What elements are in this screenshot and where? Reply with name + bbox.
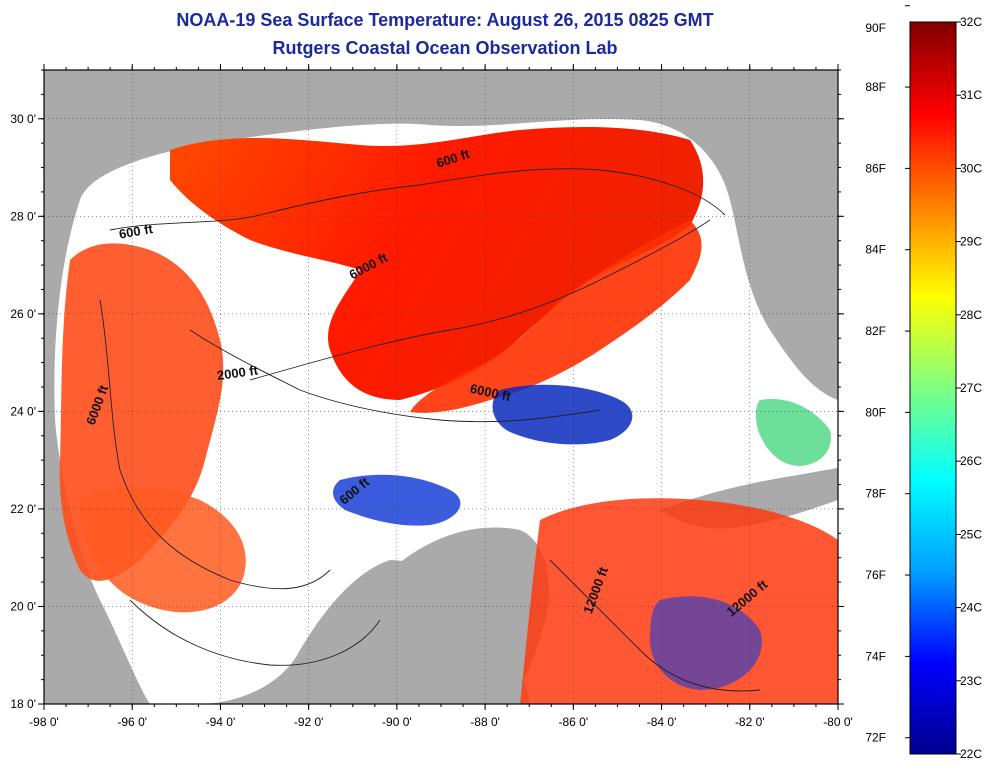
lon-tick-label: -90 0' — [382, 715, 412, 729]
lon-tick-label: -84 0' — [647, 715, 677, 729]
warm-water-north — [170, 127, 704, 401]
green-patch-east — [755, 399, 831, 466]
lat-tick-label: 24 0' — [10, 404, 36, 418]
colorbar-f-label: 80F — [865, 405, 886, 419]
cool-patch-east — [492, 384, 633, 445]
map-subtitle: Rutgers Coastal Ocean Observation Lab — [272, 38, 618, 58]
lat-tick-label: 26 0' — [10, 307, 36, 321]
contour-label: 600 ft — [118, 221, 155, 242]
colorbar-f-label: 74F — [865, 649, 886, 663]
colorbar-f-label: 86F — [865, 161, 886, 175]
lon-tick-label: -96 0' — [117, 715, 147, 729]
contour-2000ft — [189, 329, 601, 423]
lat-tick-label: 20 0' — [10, 599, 36, 613]
lon-tick-label: -94 0' — [206, 715, 236, 729]
colorbar-c-label: 22C — [960, 747, 982, 761]
colorbar-f-label: 84F — [865, 243, 886, 257]
colorbar-f-label: 78F — [865, 487, 886, 501]
yucatan-land — [330, 527, 549, 704]
lat-tick-label: 22 0' — [10, 502, 36, 516]
colorbar-f-label: 90F — [865, 21, 886, 35]
warm-water-tongue — [410, 220, 702, 413]
colorbar-c-label: 28C — [960, 308, 982, 322]
contour-6000ft-east — [249, 219, 711, 381]
lon-tick-label: -80 0' — [823, 715, 853, 729]
colorbar-c-label: 23C — [960, 674, 982, 688]
lon-tick-label: -88 0' — [470, 715, 500, 729]
colorbar-c-label: 26C — [960, 454, 982, 468]
map-grid — [44, 70, 838, 704]
colorbar-c-label: 27C — [960, 381, 982, 395]
colorbar-c-label: 30C — [960, 161, 982, 175]
axis-labels: -98 0' -96 0' -94 0' -92 0' -90 0' -88 0' -86 … — [10, 112, 852, 729]
florida-land — [740, 75, 838, 400]
lon-tick-label: -92 0' — [294, 715, 324, 729]
colorbar-c-label: 25C — [960, 527, 982, 541]
colorbar-c-label: 24C — [960, 601, 982, 615]
map-title: NOAA-19 Sea Surface Temperature: August … — [176, 10, 714, 30]
colorbar-f-label: 82F — [865, 324, 886, 338]
lon-tick-label: -98 0' — [29, 715, 59, 729]
lat-tick-label: 18 0' — [10, 697, 36, 711]
lon-tick-label: -82 0' — [735, 715, 765, 729]
colorbar-c-label: 31C — [960, 88, 982, 102]
contour-6000ft — [99, 299, 331, 590]
cool-patch-caribbean — [650, 596, 762, 690]
axis-ticks — [38, 64, 844, 710]
contour-12000ft — [549, 559, 761, 692]
contour-southwest — [129, 599, 381, 666]
cool-patch-central — [333, 474, 461, 526]
colorbar-c-label: 29C — [960, 235, 982, 249]
contour-600ft-north — [109, 168, 726, 231]
colorbar-c-label: 32C — [960, 15, 982, 29]
warm-water-southwest — [79, 486, 246, 613]
contour-label: 2000 ft — [216, 362, 260, 383]
colorbar-f-label: 88F — [865, 80, 886, 94]
colorbar-f-label: 76F — [865, 568, 886, 582]
colorbar-labels: 72F 74F 76F 78F 80F 82F 84F 86F 88F 90F 22C 23C 24C 2… — [865, 15, 982, 761]
lon-tick-label: -86 0' — [559, 715, 589, 729]
colorbar-f-label: 72F — [865, 731, 886, 745]
lat-tick-label: 30 0' — [10, 112, 36, 126]
lat-tick-label: 28 0' — [10, 209, 36, 223]
colorbar-ramp — [909, 21, 957, 755]
colorbar-ticks — [905, 5, 961, 755]
